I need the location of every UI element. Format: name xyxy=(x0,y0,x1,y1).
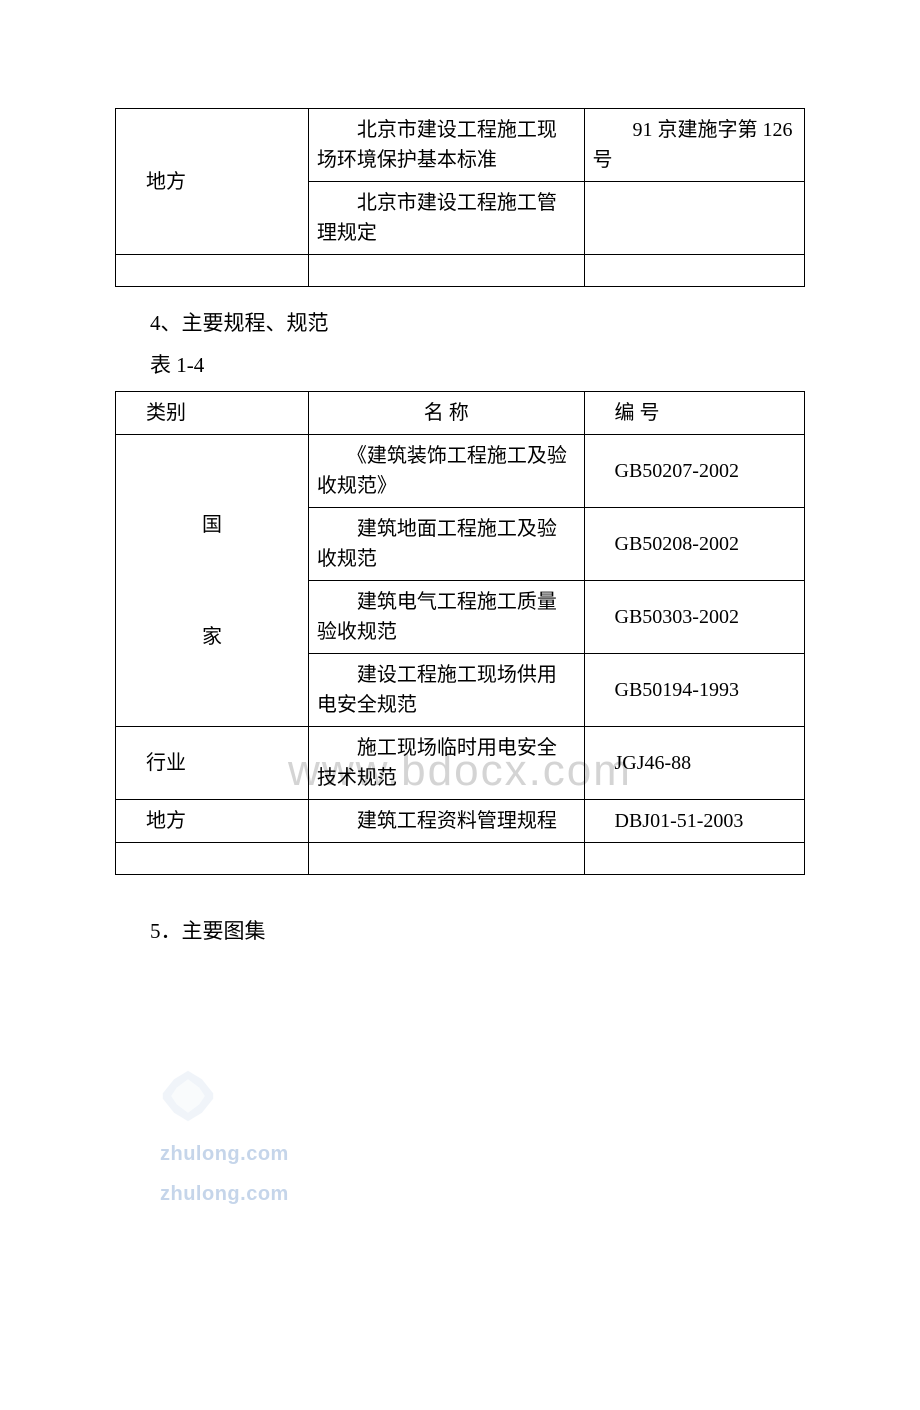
table-2: 类别 名 称 编 号 国 家 《建筑装饰工程施工及验收规范》 GB50207-2… xyxy=(115,391,805,875)
empty-cell xyxy=(116,843,309,875)
table2-g1-r0-code: GB50207-2002 xyxy=(584,435,805,508)
table1-row1-desc: 北京市建设工程施工现场环境保护基本标准 xyxy=(308,109,584,182)
group1-label-2: 家 xyxy=(202,626,222,648)
table-row: 地方 建筑工程资料管理规程 DBJ01-51-2003 xyxy=(116,800,805,843)
empty-cell xyxy=(584,843,805,875)
empty-cell xyxy=(584,255,805,287)
table2-g1-r2-desc: 建筑电气工程施工质量验收规范 xyxy=(308,581,584,654)
group1-label-1: 国 xyxy=(202,514,222,536)
empty-cell xyxy=(308,843,584,875)
table1-row2-code xyxy=(584,182,805,255)
table-row: 行业 施工现场临时用电安全技术规范 JGJ46-88 xyxy=(116,727,805,800)
table-row: 国 家 《建筑装饰工程施工及验收规范》 GB50207-2002 xyxy=(116,435,805,508)
table2-industry-label: 行业 xyxy=(116,727,309,800)
table2-header-c1: 类别 xyxy=(116,392,309,435)
table2-g1-r3-desc: 建设工程施工现场供用电安全规范 xyxy=(308,654,584,727)
watermark-footer-text-1: zhulong.com xyxy=(160,1143,289,1166)
table1-row2-desc: 北京市建设工程施工管理规定 xyxy=(308,182,584,255)
table-header-row: 类别 名 称 编 号 xyxy=(116,392,805,435)
table2-g1-r1-code: GB50208-2002 xyxy=(584,508,805,581)
page-content: 地方 北京市建设工程施工现场环境保护基本标准 91 京建施字第 126号 北京市… xyxy=(0,108,920,945)
section4-heading: 4、主要规程、规范 xyxy=(150,307,805,337)
table-row-empty xyxy=(116,255,805,287)
table2-g1-r3-code: GB50194-1993 xyxy=(584,654,805,727)
table1-row1-code: 91 京建施字第 126号 xyxy=(584,109,805,182)
watermark-logo-group xyxy=(160,1068,216,1129)
table2-g1-r1-desc: 建筑地面工程施工及验收规范 xyxy=(308,508,584,581)
watermark-text-label: zhulong.com xyxy=(160,1143,289,1165)
table2-local-label: 地方 xyxy=(116,800,309,843)
table2-industry-code: JGJ46-88 xyxy=(584,727,805,800)
empty-cell xyxy=(116,255,309,287)
table-1: 地方 北京市建设工程施工现场环境保护基本标准 91 京建施字第 126号 北京市… xyxy=(115,108,805,287)
section5-heading: 5．主要图集 xyxy=(150,915,805,945)
empty-cell xyxy=(308,255,584,287)
table2-g1-r2-code: GB50303-2002 xyxy=(584,581,805,654)
table-row-empty xyxy=(116,843,805,875)
watermark-footer-text-2: zhulong.com xyxy=(160,1183,289,1206)
zhulong-logo-icon xyxy=(160,1068,216,1124)
table2-header-c2: 名 称 xyxy=(308,392,584,435)
table-row: 地方 北京市建设工程施工现场环境保护基本标准 91 京建施字第 126号 xyxy=(116,109,805,182)
section4-table-label: 表 1-4 xyxy=(150,349,805,379)
table2-g1-r0-desc: 《建筑装饰工程施工及验收规范》 xyxy=(308,435,584,508)
table2-industry-desc: 施工现场临时用电安全技术规范 xyxy=(308,727,584,800)
table2-local-code: DBJ01-51-2003 xyxy=(584,800,805,843)
table2-header-c3: 编 号 xyxy=(584,392,805,435)
table2-group1-label: 国 家 xyxy=(116,435,309,727)
watermark-text-label: zhulong.com xyxy=(160,1183,289,1205)
table1-label: 地方 xyxy=(116,109,309,255)
table2-local-desc: 建筑工程资料管理规程 xyxy=(308,800,584,843)
